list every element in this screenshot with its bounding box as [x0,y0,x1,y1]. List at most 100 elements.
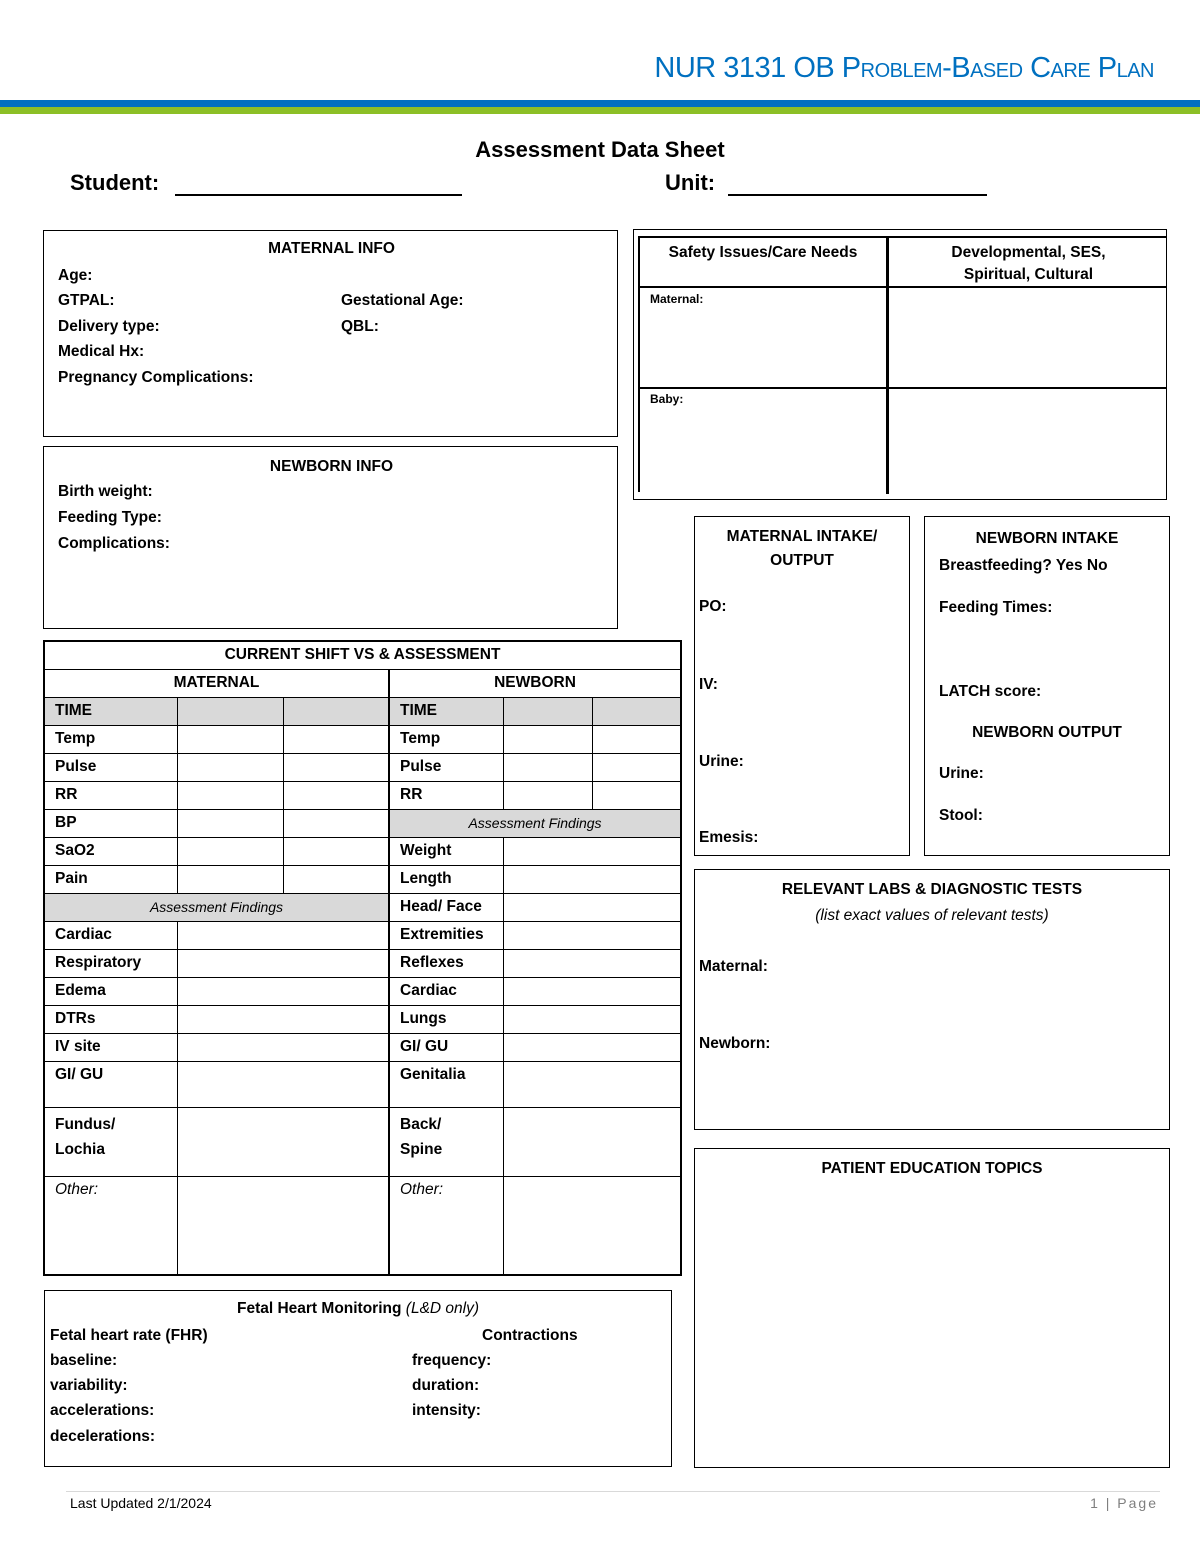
cell[interactable] [502,836,682,866]
gtpal-label: GTPAL: [58,292,115,309]
cell[interactable] [176,976,390,1006]
cell[interactable] [502,976,682,1006]
cell[interactable] [176,1106,390,1177]
variability-label: variability: [50,1377,128,1394]
cell[interactable] [282,780,390,810]
document-header-title: NUR 3131 OB Problem-Based Care Plan [654,52,1154,84]
cell[interactable] [502,892,682,922]
row-label: SaO2 [43,836,178,866]
row-label: Respiratory [43,948,178,978]
cell[interactable] [176,920,390,950]
header-blue-bar [0,100,1200,107]
cell[interactable] [502,724,593,754]
accelerations-label: accelerations: [50,1402,155,1419]
safety-col1-header: Safety Issues/Care Needs [668,244,858,261]
cell[interactable] [176,724,284,754]
row-label: Fundus/ Lochia [43,1106,178,1177]
cell[interactable] [282,836,390,866]
header-green-bar [0,107,1200,114]
labs-newborn-label: Newborn: [699,1035,771,1052]
page-number: 1 | Page [1090,1495,1158,1511]
newborn-intake-box: NEWBORN INTAKE Breastfeeding? Yes No Fee… [924,516,1170,856]
cell[interactable] [502,752,593,782]
cell[interactable] [282,724,390,754]
intensity-label: intensity: [412,1402,481,1419]
cell[interactable] [176,1060,390,1108]
cell[interactable] [176,780,284,810]
cell[interactable] [282,808,390,838]
row-label: GI/ GU [388,1032,504,1062]
cell[interactable] [591,724,682,754]
row-label: BP [43,808,178,838]
cell[interactable] [502,780,593,810]
cell[interactable] [502,920,682,950]
labs-subheading: (list exact values of relevant tests) [815,907,1049,924]
newborn-urine-label: Urine: [939,765,984,782]
cell[interactable] [176,752,284,782]
cell[interactable] [176,836,284,866]
newborn-intake-heading: NEWBORN INTAKE [975,530,1119,547]
cell[interactable] [176,1175,390,1276]
newborn-other-label: Other: [388,1175,504,1276]
patient-education-heading: PATIENT EDUCATION TOPICS [821,1160,1043,1177]
cell[interactable] [502,1004,682,1034]
row-label: RR [388,780,504,810]
newborn-assessment-findings-header: Assessment Findings [388,808,682,838]
maternal-time-label: TIME [43,696,178,726]
cell[interactable] [502,1032,682,1062]
cell[interactable] [176,696,284,726]
row-label: Cardiac [388,976,504,1006]
cell[interactable] [591,696,682,726]
cell[interactable] [502,864,682,894]
maternal-info-box: MATERNAL INFO Age: GTPAL: Gestational Ag… [43,230,618,437]
newborn-column-header: NEWBORN [388,668,682,698]
cell[interactable] [502,1060,682,1108]
cell[interactable] [502,948,682,978]
row-label: Back/ Spine [388,1106,504,1177]
cell[interactable] [176,1004,390,1034]
cell[interactable] [502,696,593,726]
feeding-type-label: Feeding Type: [58,509,162,526]
po-label: PO: [699,598,727,615]
fetal-monitoring-box: Fetal Heart Monitoring (L&D only) Fetal … [44,1290,672,1467]
cell[interactable] [591,780,682,810]
maternal-io-heading: MATERNAL INTAKE/ OUTPUT [726,528,878,569]
last-updated: Last Updated 2/1/2024 [70,1495,212,1511]
baseline-label: baseline: [50,1352,118,1369]
cell[interactable] [176,808,284,838]
breastfeeding-label: Breastfeeding? Yes No [939,557,1108,574]
feeding-times-label: Feeding Times: [939,599,1053,616]
gestational-age-label: Gestational Age: [341,292,464,309]
cell[interactable] [282,752,390,782]
row-label: Temp [388,724,504,754]
row-label: Extremities [388,920,504,950]
row-label: Cardiac [43,920,178,950]
cell[interactable] [176,1032,390,1062]
fetal-heading-note: (L&D only) [405,1300,479,1317]
cell[interactable] [176,864,284,894]
newborn-output-heading: NEWBORN OUTPUT [972,724,1122,741]
maternal-io-box: MATERNAL INTAKE/ OUTPUT PO: IV: Urine: E… [694,516,910,856]
student-field[interactable] [175,170,462,196]
cell[interactable] [282,864,390,894]
delivery-type-label: Delivery type: [58,318,160,335]
medical-hx-label: Medical Hx: [58,343,145,360]
maternal-assessment-findings-header: Assessment Findings [43,892,390,922]
cell[interactable] [502,1175,682,1276]
row-label: RR [43,780,178,810]
safety-table: Safety Issues/Care Needs Developmental, … [638,236,1167,494]
cell[interactable] [176,948,390,978]
row-label: Genitalia [388,1060,504,1108]
cell[interactable] [591,752,682,782]
row-label: Lungs [388,1004,504,1034]
unit-field[interactable] [728,170,987,196]
duration-label: duration: [412,1377,480,1394]
cell[interactable] [282,696,390,726]
maternal-info-heading: MATERNAL INFO [268,240,395,257]
cell[interactable] [502,1106,682,1177]
latch-score-label: LATCH score: [939,683,1042,700]
maternal-column-header: MATERNAL [43,668,390,698]
patient-education-box: PATIENT EDUCATION TOPICS [694,1148,1170,1468]
newborn-time-label: TIME [388,696,504,726]
safety-baby-label: Baby: [650,392,684,406]
